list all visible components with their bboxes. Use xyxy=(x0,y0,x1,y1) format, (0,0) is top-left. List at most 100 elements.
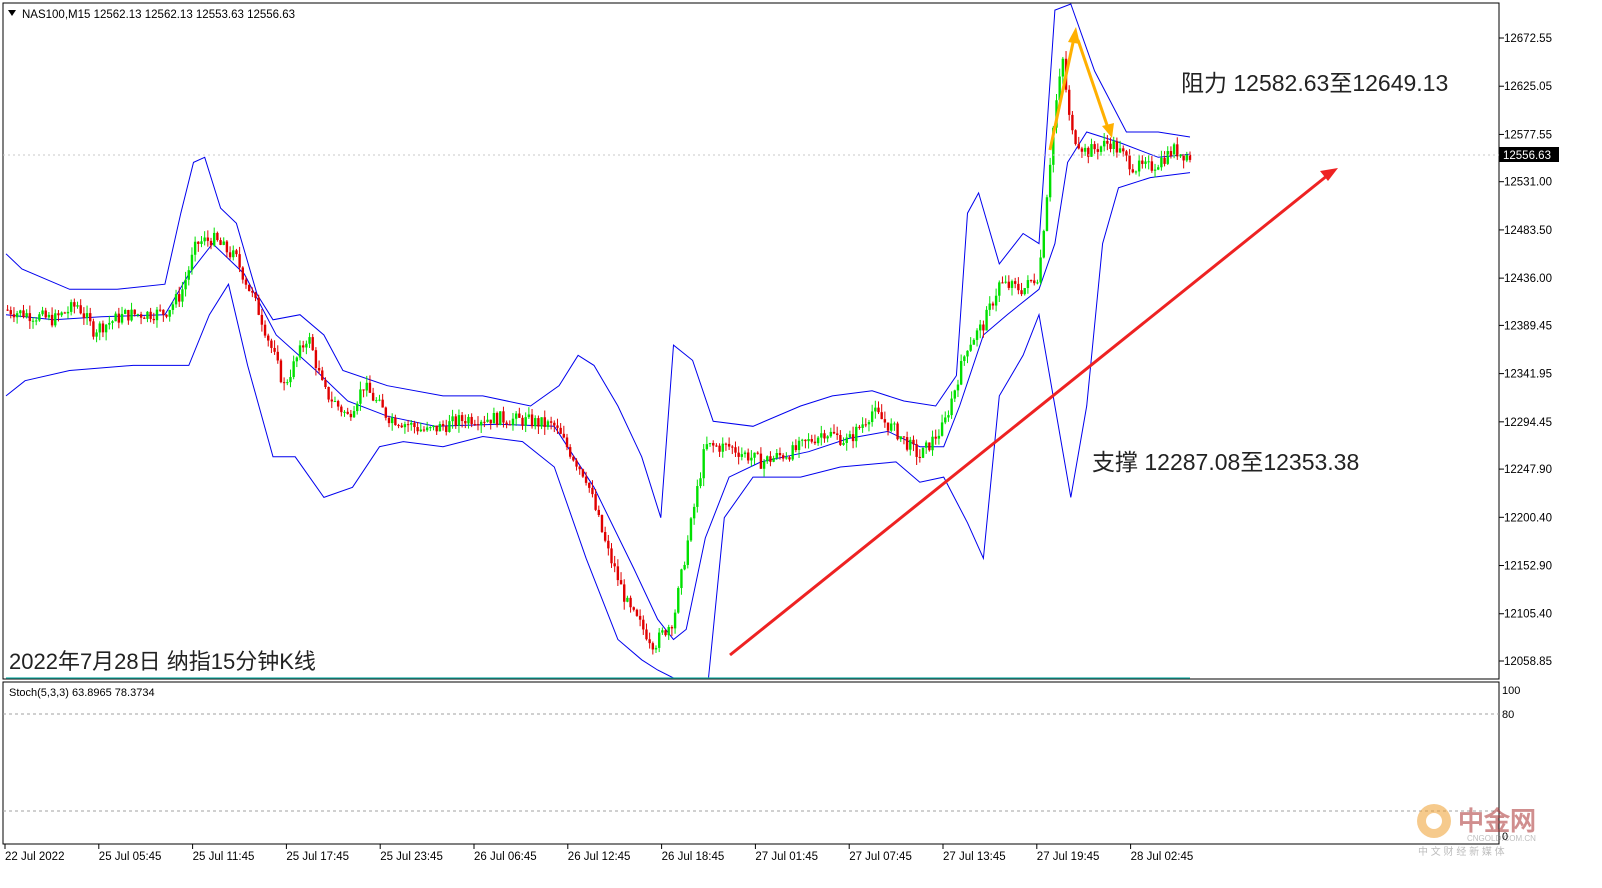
candle-body xyxy=(896,423,899,440)
candle-body xyxy=(1074,130,1077,145)
candle-body xyxy=(479,421,483,426)
candle-body xyxy=(826,436,829,439)
candle-body xyxy=(219,240,222,245)
candle-body xyxy=(638,615,642,620)
candle-body xyxy=(241,267,244,280)
candle-body xyxy=(289,377,292,383)
candle-body xyxy=(804,439,807,442)
candle-body xyxy=(944,417,947,423)
candle-body xyxy=(232,250,235,258)
candle-body xyxy=(212,232,216,246)
candle-body xyxy=(317,367,321,371)
candle-body xyxy=(1077,144,1080,149)
bollinger-upper xyxy=(5,3,1191,518)
candle-body xyxy=(956,384,960,391)
candle-body xyxy=(969,344,972,351)
candle-body xyxy=(890,423,893,431)
candle-body xyxy=(346,411,349,414)
candle-body xyxy=(692,506,696,519)
candle-body xyxy=(445,426,448,432)
candle-body xyxy=(794,445,798,451)
candle-body xyxy=(1112,141,1115,149)
candle-body xyxy=(165,314,168,317)
candle-body xyxy=(190,254,194,271)
candle-body xyxy=(1087,147,1090,157)
candle-body xyxy=(235,250,238,255)
candle-body xyxy=(435,425,438,432)
candle-body xyxy=(1106,140,1109,144)
candle-body xyxy=(963,356,966,362)
candle-body xyxy=(410,422,413,425)
candle-body xyxy=(1125,151,1128,156)
candle-body xyxy=(886,422,890,431)
candle-body xyxy=(1010,281,1014,288)
candle-body xyxy=(1033,280,1036,284)
candle-body xyxy=(772,457,775,462)
candle-body xyxy=(394,417,397,426)
candle-body xyxy=(282,382,286,384)
candle-body xyxy=(149,311,152,319)
candle-body xyxy=(38,314,41,321)
candle-body xyxy=(171,304,175,310)
candle-body xyxy=(9,310,12,315)
candle-body xyxy=(267,335,270,341)
candle-body xyxy=(1090,144,1093,157)
candle-body xyxy=(1153,169,1157,171)
candle-body xyxy=(848,434,852,438)
price-label: 12152.90 xyxy=(1504,561,1552,573)
candle-body xyxy=(851,434,855,442)
candle-body xyxy=(222,241,225,245)
candle-body xyxy=(69,302,73,312)
candle-body xyxy=(975,330,979,340)
candle-body xyxy=(403,424,407,428)
candle-body xyxy=(139,314,143,318)
candle-body xyxy=(1182,154,1185,161)
candle-body xyxy=(476,424,480,426)
watermark-slogan: 中 文 财 经 新 媒 体 xyxy=(1418,845,1505,858)
candle-body xyxy=(753,452,756,458)
candle-body xyxy=(85,313,89,318)
candle-body xyxy=(174,294,178,305)
candle-body xyxy=(89,313,92,322)
candle-body xyxy=(1052,127,1055,165)
candle-body xyxy=(750,457,753,461)
candle-body xyxy=(457,415,461,426)
candle-body xyxy=(470,416,473,425)
candle-body xyxy=(731,446,734,448)
candle-body xyxy=(483,421,486,423)
price-label: 12436.00 xyxy=(1504,273,1552,285)
time-label: 25 Jul 23:45 xyxy=(380,851,443,863)
candle-body xyxy=(1131,169,1134,173)
stoch-label: Stoch(5,3,3) 63.8965 78.3734 xyxy=(9,687,155,699)
price-label: 12105.40 xyxy=(1504,609,1552,621)
candle-body xyxy=(495,412,499,426)
candle-body xyxy=(1141,160,1144,164)
candle-body xyxy=(985,309,988,331)
menu-triangle-icon[interactable] xyxy=(8,10,16,16)
candle-body xyxy=(1036,282,1039,284)
candle-body xyxy=(330,399,333,402)
candle-body xyxy=(254,292,257,298)
time-label: 27 Jul 01:45 xyxy=(755,851,818,863)
candle-body xyxy=(95,332,98,337)
candle-body xyxy=(184,279,187,290)
support-label: 支撑 12287.08至12353.38 xyxy=(1092,449,1359,475)
time-label: 27 Jul 07:45 xyxy=(849,851,912,863)
candle-body xyxy=(766,456,769,462)
candle-body xyxy=(575,460,578,467)
candle-body xyxy=(683,564,686,570)
candle-body xyxy=(1020,290,1023,295)
candle-body xyxy=(1163,157,1166,164)
candle-body xyxy=(508,424,511,426)
candle-body xyxy=(527,414,531,418)
peak-arrows xyxy=(1048,27,1114,151)
candle-body xyxy=(724,443,728,445)
candle-body xyxy=(829,431,833,437)
stoch-level-0: 0 xyxy=(1502,831,1508,843)
price-label: 12341.95 xyxy=(1504,369,1552,381)
candle-body xyxy=(1128,155,1131,170)
candle-body xyxy=(1083,147,1087,152)
watermark-domain: CNGOLD.COM.CN xyxy=(1467,834,1536,843)
candle-body xyxy=(260,314,264,325)
candle-body xyxy=(667,627,670,636)
